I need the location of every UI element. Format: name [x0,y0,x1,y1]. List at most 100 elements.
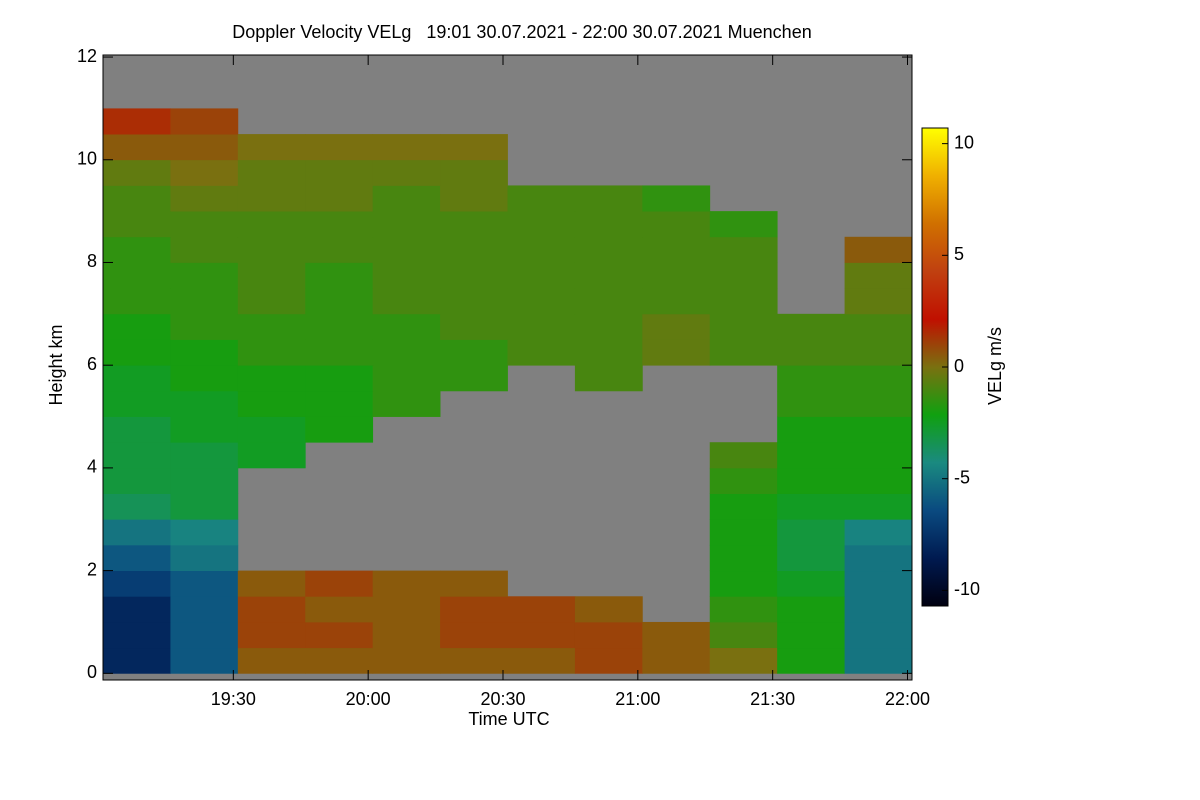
heat-cell [305,570,374,597]
heat-cell [642,288,711,315]
heat-cell [574,211,643,238]
heat-cell [507,313,576,340]
heat-cell [372,236,441,263]
y-axis-label: Height km [46,324,66,405]
heat-cell [709,570,778,597]
heat-cell [574,621,643,649]
heat-cell [440,134,508,161]
heat-cell [170,390,239,417]
heat-cell [440,647,508,674]
heat-cell [507,262,576,289]
heat-cell [103,390,171,417]
heat-cell [642,211,711,238]
heat-cell [372,262,441,289]
heat-cell [170,236,239,263]
heat-cell [170,313,239,340]
heat-cell [777,621,845,649]
heat-cell [305,313,374,340]
heat-cell [440,596,508,623]
heat-cell [574,236,643,263]
heat-cell [372,570,441,597]
heat-cell [574,313,643,340]
heat-cell [507,211,576,238]
heat-cell [103,442,171,469]
heat-cell [237,570,306,597]
heat-cell [170,544,239,572]
heat-cell [440,313,508,340]
heat-cell [440,185,508,212]
heat-cell [372,185,441,212]
heat-cell [709,262,778,289]
heat-cell [709,519,778,546]
heat-cell [844,236,913,263]
heat-cell [305,211,374,238]
heat-cell [574,596,643,623]
heat-cell [844,493,913,520]
heat-cell [170,211,239,238]
heat-cell [777,365,845,392]
colorbar-label: VELg m/s [985,327,1005,405]
heat-cell [777,493,845,520]
heat-cell [372,647,441,674]
heat-cell [440,365,508,392]
heat-cell [440,570,508,597]
heat-cell [844,365,913,392]
heat-cell [305,647,374,674]
heat-cell [372,313,441,340]
heat-cell [305,236,374,263]
heat-cell [170,365,239,392]
heat-cell [574,647,643,674]
heat-cell [642,647,711,674]
heat-cell [103,262,171,289]
heat-cell [709,621,778,649]
heat-cell [305,185,374,212]
heat-cell [372,211,441,238]
heat-cell [709,313,778,340]
heat-cell [777,570,845,597]
x-axis-label: Time UTC [468,709,549,729]
heat-cell [574,185,643,212]
heat-cell [507,288,576,315]
heat-cell [440,621,508,649]
heat-cell [777,313,845,340]
heat-cell [372,390,441,417]
heat-cell [237,185,306,212]
heat-cell [440,211,508,238]
heat-cell [237,390,306,417]
heat-cell [372,365,441,392]
heat-cell [709,288,778,315]
heat-cell [440,159,508,186]
heat-cell [305,416,374,443]
heat-cell [170,467,239,494]
y-tick-label: 10 [77,149,97,169]
heat-cell [305,621,374,649]
heat-cell [777,442,845,469]
y-tick-label: 6 [87,354,97,374]
heat-cell [103,416,171,443]
heat-cell [305,596,374,623]
heat-cell [305,288,374,315]
heat-cell [103,621,171,649]
heat-cell [844,596,913,623]
colorbar-tick-label: -10 [954,579,980,599]
heat-cell [440,236,508,263]
heat-cell [777,647,845,674]
heat-cell [237,236,306,263]
heat-cell [103,134,171,161]
heat-cell [844,442,913,469]
heat-cell [170,134,239,161]
heat-cell [103,647,171,674]
heat-cell [574,339,643,366]
heat-cell [170,159,239,186]
heat-cell [574,262,643,289]
heat-cell [440,288,508,315]
heat-cell [844,313,913,340]
heat-cell [103,159,171,186]
heat-cell [103,108,171,135]
heat-cell [305,134,374,161]
heat-cell [844,467,913,494]
heat-cell [642,621,711,649]
heat-cell [844,647,913,674]
heat-cell [777,390,845,417]
